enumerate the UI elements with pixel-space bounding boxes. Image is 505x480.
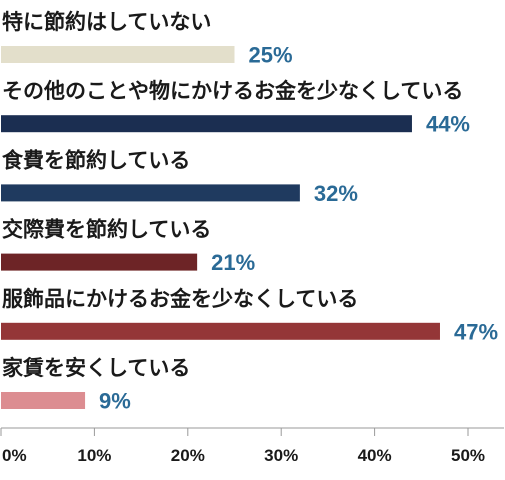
value-label: 44% bbox=[426, 112, 470, 137]
value-label: 47% bbox=[454, 319, 498, 344]
category-label: 特に節約はしていない bbox=[2, 10, 211, 34]
value-label: 25% bbox=[249, 43, 293, 68]
value-label: 21% bbox=[211, 250, 255, 275]
bar bbox=[1, 322, 440, 340]
bars-layer: 特に節約はしていない 25% その他のことや物にかけるお金を少なくしている 44% 食費… bbox=[1, 10, 498, 414]
x-axis: 0% 10% 20% 30% 40% 50% bbox=[0, 427, 504, 465]
x-tick-label: 20% bbox=[171, 446, 205, 465]
category-label: 交際費を節約している bbox=[2, 218, 211, 242]
bar bbox=[1, 253, 198, 271]
bar bbox=[1, 46, 235, 63]
x-tick-label: 50% bbox=[451, 446, 485, 465]
x-tick-label: 0% bbox=[2, 446, 27, 465]
bar bbox=[1, 184, 300, 202]
category-label: その他のことや物にかけるお金を少なくしている bbox=[2, 79, 463, 103]
category-label: 服飾品にかけるお金を少なくしている bbox=[2, 287, 358, 311]
x-tick-label: 30% bbox=[264, 446, 298, 465]
value-label: 9% bbox=[99, 389, 131, 414]
value-label: 32% bbox=[314, 181, 358, 206]
bar bbox=[1, 392, 86, 409]
category-label: 食費を節約している bbox=[2, 148, 190, 172]
x-tick-label: 40% bbox=[358, 446, 392, 465]
bar bbox=[1, 115, 412, 133]
x-tick-label: 10% bbox=[77, 446, 111, 465]
category-label: 家賃を安くしている bbox=[2, 356, 190, 380]
